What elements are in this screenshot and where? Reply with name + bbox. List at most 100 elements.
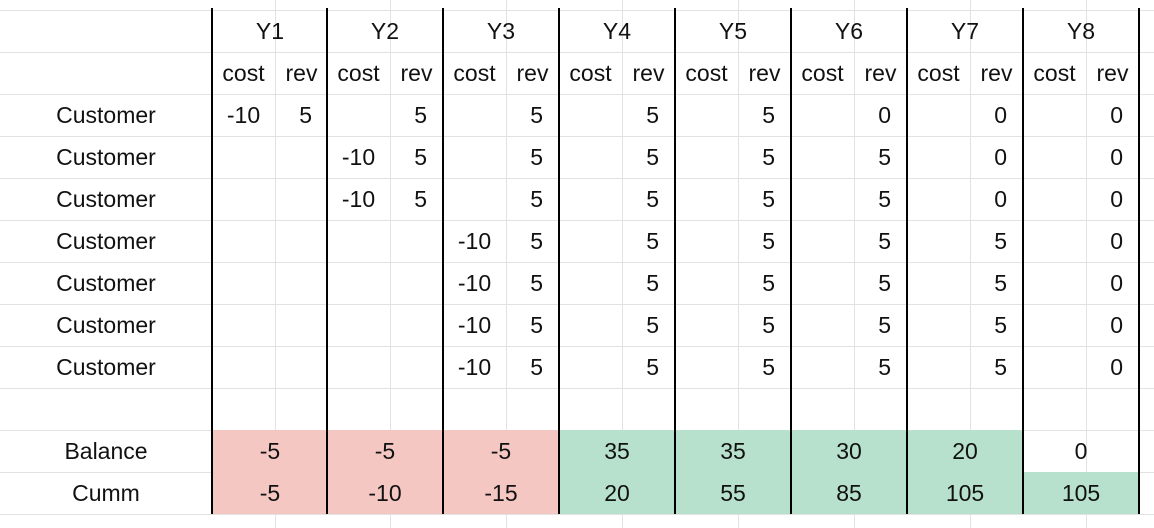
rev-cell[interactable]: 5	[414, 101, 427, 128]
row-label[interactable]: Customer	[56, 143, 156, 170]
cumm-cell[interactable]: 105	[1061, 479, 1101, 506]
rev-cell[interactable]: 5	[530, 101, 543, 128]
balance-cell[interactable]: 35	[604, 437, 630, 464]
year-header[interactable]: Y4	[602, 17, 632, 44]
cost-subheader[interactable]: cost	[917, 59, 960, 86]
cost-cell[interactable]: -10	[457, 227, 492, 254]
rev-cell[interactable]: 5	[646, 185, 659, 212]
row-label[interactable]: Customer	[56, 311, 156, 338]
rev-cell[interactable]: 5	[878, 269, 891, 296]
year-header[interactable]: Y5	[718, 17, 748, 44]
year-header[interactable]: Y1	[255, 17, 285, 44]
rev-cell[interactable]: 0	[1110, 353, 1123, 380]
cost-cell[interactable]: -10	[457, 353, 492, 380]
year-header[interactable]: Y7	[950, 17, 980, 44]
rev-cell[interactable]: 0	[1110, 227, 1123, 254]
rev-cell[interactable]: 5	[646, 101, 659, 128]
rev-subheader[interactable]: rev	[632, 59, 665, 86]
cumm-cell[interactable]: 85	[836, 479, 862, 506]
rev-cell[interactable]: 5	[530, 269, 543, 296]
rev-cell[interactable]: 5	[530, 143, 543, 170]
balance-cell[interactable]: 30	[836, 437, 862, 464]
cost-subheader[interactable]: cost	[801, 59, 844, 86]
rev-cell[interactable]: 5	[994, 269, 1007, 296]
cost-cell[interactable]: -10	[341, 185, 376, 212]
cumm-cell[interactable]: -15	[484, 479, 518, 506]
balance-cell[interactable]: 35	[720, 437, 746, 464]
rev-cell[interactable]: 5	[878, 143, 891, 170]
balance-cell[interactable]: 0	[1074, 437, 1088, 464]
rev-cell[interactable]: 5	[414, 185, 427, 212]
rev-subheader[interactable]: rev	[285, 59, 318, 86]
rev-cell[interactable]: 5	[878, 227, 891, 254]
row-label[interactable]: Customer	[56, 227, 156, 254]
balance-cell[interactable]: -5	[374, 437, 396, 464]
cost-cell[interactable]: -10	[341, 143, 376, 170]
rev-cell[interactable]: 0	[1110, 101, 1123, 128]
rev-cell[interactable]: 5	[530, 353, 543, 380]
row-label[interactable]: Customer	[56, 185, 156, 212]
rev-cell[interactable]: 5	[762, 269, 775, 296]
cumm-cell[interactable]: -10	[368, 479, 402, 506]
rev-cell[interactable]: 5	[530, 311, 543, 338]
rev-cell[interactable]: 5	[762, 353, 775, 380]
rev-cell[interactable]: 5	[646, 143, 659, 170]
rev-cell[interactable]: 5	[878, 353, 891, 380]
cost-cell[interactable]: -10	[457, 269, 492, 296]
cost-subheader[interactable]: cost	[337, 59, 380, 86]
year-header[interactable]: Y3	[486, 17, 516, 44]
rev-cell[interactable]: 5	[414, 143, 427, 170]
cost-cell[interactable]: -10	[226, 101, 261, 128]
cumm-label[interactable]: Cumm	[72, 479, 140, 506]
balance-cell[interactable]: -5	[490, 437, 512, 464]
rev-cell[interactable]: 5	[762, 311, 775, 338]
cumm-cell[interactable]: 105	[945, 479, 985, 506]
rev-cell[interactable]: 0	[994, 143, 1007, 170]
rev-cell[interactable]: 5	[878, 311, 891, 338]
rev-cell[interactable]: 0	[994, 185, 1007, 212]
cost-subheader[interactable]: cost	[569, 59, 612, 86]
balance-cell[interactable]: 20	[952, 437, 978, 464]
rev-cell[interactable]: 5	[646, 227, 659, 254]
cost-subheader[interactable]: cost	[453, 59, 496, 86]
cumm-cell[interactable]: 20	[604, 479, 630, 506]
rev-cell[interactable]: 5	[646, 311, 659, 338]
rev-subheader[interactable]: rev	[980, 59, 1013, 86]
balance-cell[interactable]: -5	[259, 437, 281, 464]
rev-cell[interactable]: 5	[762, 101, 775, 128]
row-label[interactable]: Customer	[56, 101, 156, 128]
cost-subheader[interactable]: cost	[222, 59, 265, 86]
cost-subheader[interactable]: cost	[685, 59, 728, 86]
rev-cell[interactable]: 0	[1110, 311, 1123, 338]
rev-cell[interactable]: 5	[762, 227, 775, 254]
row-label[interactable]: Customer	[56, 269, 156, 296]
rev-subheader[interactable]: rev	[400, 59, 433, 86]
rev-cell[interactable]: 0	[878, 101, 891, 128]
rev-cell[interactable]: 5	[994, 311, 1007, 338]
rev-subheader[interactable]: rev	[748, 59, 781, 86]
rev-cell[interactable]: 5	[530, 185, 543, 212]
cumm-cell[interactable]: 55	[720, 479, 746, 506]
cumm-cell[interactable]: -5	[259, 479, 281, 506]
rev-cell[interactable]: 5	[878, 185, 891, 212]
rev-cell[interactable]: 0	[1110, 185, 1123, 212]
rev-cell[interactable]: 5	[530, 227, 543, 254]
balance-label[interactable]: Balance	[64, 437, 148, 464]
rev-cell[interactable]: 5	[299, 101, 312, 128]
rev-cell[interactable]: 5	[646, 353, 659, 380]
rev-cell[interactable]: 5	[762, 143, 775, 170]
rev-cell[interactable]: 5	[994, 353, 1007, 380]
rev-cell[interactable]: 5	[994, 227, 1007, 254]
row-label[interactable]: Customer	[56, 353, 156, 380]
cost-subheader[interactable]: cost	[1033, 59, 1076, 86]
year-header[interactable]: Y2	[370, 17, 400, 44]
rev-cell[interactable]: 0	[1110, 143, 1123, 170]
rev-cell[interactable]: 0	[994, 101, 1007, 128]
year-header[interactable]: Y8	[1066, 17, 1096, 44]
rev-subheader[interactable]: rev	[516, 59, 549, 86]
rev-cell[interactable]: 0	[1110, 269, 1123, 296]
rev-cell[interactable]: 5	[646, 269, 659, 296]
rev-cell[interactable]: 5	[762, 185, 775, 212]
rev-subheader[interactable]: rev	[864, 59, 897, 86]
year-header[interactable]: Y6	[834, 17, 864, 44]
